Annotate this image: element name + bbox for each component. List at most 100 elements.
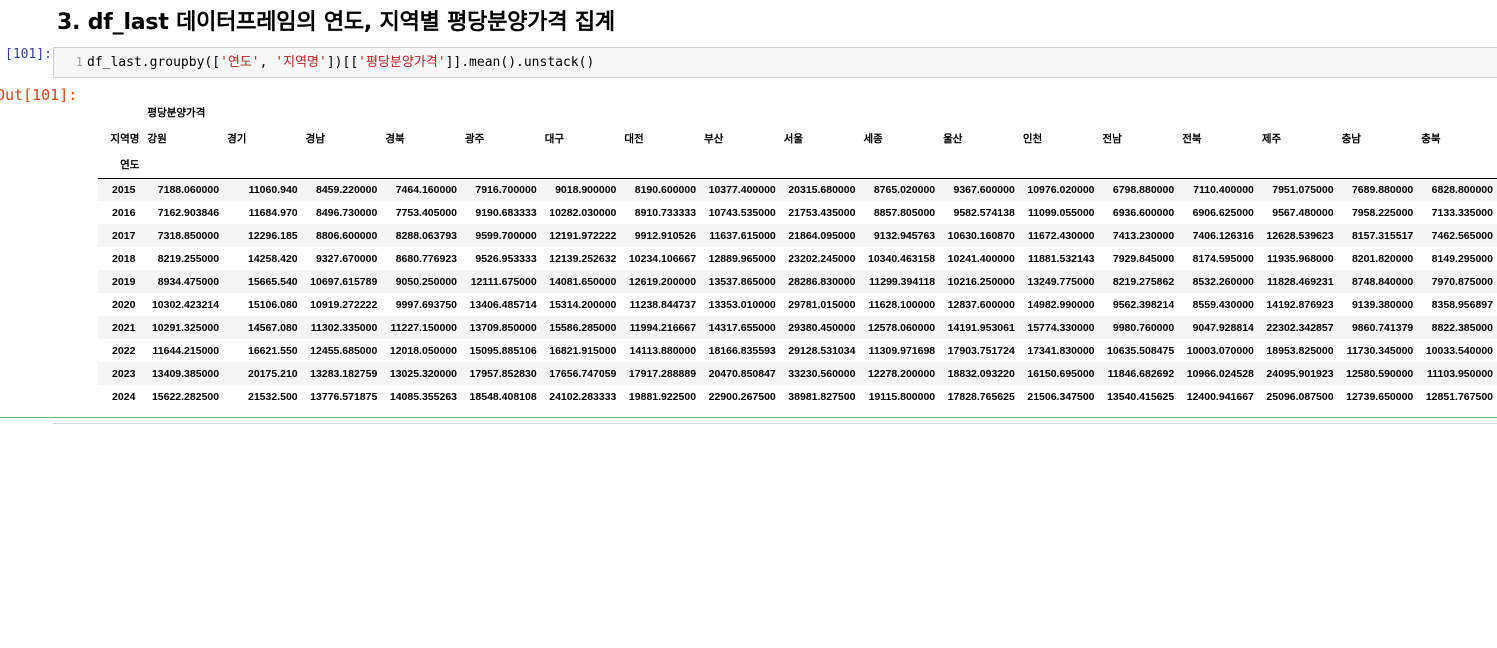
table-cell: 11103.950000 xyxy=(1427,367,1493,380)
table-cell: 8149.295000 xyxy=(1431,252,1493,265)
column-header: 서울 xyxy=(783,133,804,145)
table-cell: 12578.060000 xyxy=(867,321,936,334)
table-cell: 11302.335000 xyxy=(310,321,378,334)
table-cell: 14258.420 xyxy=(248,252,298,265)
top-level-column-header: 평당분양가격 xyxy=(147,106,206,119)
table-cell: 9582.574138 xyxy=(953,206,1015,219)
column-header-row: 지역명 강원 경기 경남 경북 광주 대구 대전 부산 서울 세종 울산 인천 전남 전북 제주 충남 충북 xyxy=(98,125,1497,152)
table-cell: 10630.160870 xyxy=(947,229,1015,242)
table-cell: 14982.990000 xyxy=(1027,298,1095,311)
row-index: 2016 xyxy=(112,206,136,219)
table-cell: 9018.900000 xyxy=(555,183,617,196)
table-cell: 15095.885106 xyxy=(469,344,537,357)
table-cell: 14567.080 xyxy=(248,321,298,334)
table-cell: 8174.595000 xyxy=(1192,252,1254,265)
table-cell: 11238.844737 xyxy=(629,298,697,311)
dataframe-body: 2015 7188.060000 11060.940 8459.220000 7464.… xyxy=(98,178,1497,408)
table-cell: 21753.435000 xyxy=(788,206,856,219)
table-cell: 20470.850847 xyxy=(708,367,776,380)
table-cell: 8459.220000 xyxy=(316,183,378,196)
table-cell: 17656.747059 xyxy=(549,367,617,380)
code-cell[interactable]: 1 df_last.groupby(['연도', '지역명'])[['평당분양가… xyxy=(53,47,1497,78)
table-cell: 18953.825000 xyxy=(1266,344,1334,357)
table-cell: 24102.283333 xyxy=(549,390,617,403)
table-cell: 6906.625000 xyxy=(1192,206,1254,219)
table-cell: 18166.835593 xyxy=(708,344,776,357)
table-cell: 12278.200000 xyxy=(867,367,936,380)
table-cell: 8559.430000 xyxy=(1192,298,1254,311)
table-cell: 8532.260000 xyxy=(1192,275,1254,288)
top-level-header-row: 평당분양가격 xyxy=(98,99,1497,125)
table-cell: 15586.285000 xyxy=(549,321,617,334)
table-cell: 6828.800000 xyxy=(1431,183,1493,196)
table-cell: 13409.385000 xyxy=(151,367,220,380)
table-cell: 11644.215000 xyxy=(152,344,220,357)
table-cell: 9190.683333 xyxy=(475,206,537,219)
table-cell: 7318.850000 xyxy=(157,229,220,242)
table-cell: 17341.830000 xyxy=(1027,344,1095,357)
input-prompt: In [101]: xyxy=(0,47,52,62)
table-row: 2023 13409.385000 20175.210 13283.182759 130… xyxy=(98,362,1497,385)
table-cell: 11309.971698 xyxy=(868,344,936,357)
table-cell: 9327.670000 xyxy=(316,252,378,265)
code-editor[interactable]: df_last.groupby(['연도', '지역명'])[['평당분양가격'… xyxy=(87,55,595,70)
table-cell: 11060.940 xyxy=(248,183,298,196)
table-cell: 11935.968000 xyxy=(1267,252,1334,265)
column-header: 부산 xyxy=(704,133,724,145)
column-header: 충북 xyxy=(1421,133,1441,145)
table-cell: 11227.150000 xyxy=(390,321,458,334)
table-cell: 17903.751724 xyxy=(947,344,1015,357)
table-cell: 14085.355263 xyxy=(389,390,458,403)
table-cell: 7970.875000 xyxy=(1431,275,1493,288)
table-cell: 15665.540 xyxy=(248,275,298,288)
column-header: 세종 xyxy=(863,133,883,145)
table-cell: 8934.475000 xyxy=(157,275,220,288)
table-cell: 6936.600000 xyxy=(1112,206,1175,219)
cell-separator xyxy=(0,417,1497,418)
table-cell: 12400.941667 xyxy=(1186,390,1254,403)
line-number: 1 xyxy=(75,55,83,69)
table-cell: 12889.965000 xyxy=(708,252,776,265)
table-cell: 8496.730000 xyxy=(316,206,378,219)
table-cell: 13283.182759 xyxy=(310,367,378,380)
table-cell: 10919.272222 xyxy=(310,298,378,311)
table-cell: 7133.335000 xyxy=(1431,206,1493,219)
table-cell: 7188.060000 xyxy=(157,183,220,196)
table-cell: 19115.800000 xyxy=(868,390,936,403)
table-cell: 11881.532143 xyxy=(1027,252,1095,265)
table-cell: 33230.560000 xyxy=(788,367,856,380)
table-cell: 29380.450000 xyxy=(788,321,856,334)
table-cell: 7462.565000 xyxy=(1431,229,1493,242)
table-cell: 16621.550 xyxy=(248,344,298,357)
table-cell: 11846.682692 xyxy=(1107,367,1175,380)
table-cell: 15622.282500 xyxy=(151,390,220,403)
table-cell: 12628.539623 xyxy=(1266,229,1334,242)
table-cell: 23202.245000 xyxy=(788,252,856,265)
table-cell: 8806.600000 xyxy=(316,229,378,242)
table-row: 2021 10291.325000 14567.080 11302.335000 112… xyxy=(98,316,1497,339)
table-cell: 16821.915000 xyxy=(549,344,617,357)
table-cell: 8358.956897 xyxy=(1431,298,1493,311)
table-cell: 15106.080 xyxy=(248,298,298,311)
column-header: 강원 xyxy=(147,133,167,145)
row-index: 2017 xyxy=(112,229,136,242)
table-cell: 10003.070000 xyxy=(1186,344,1254,357)
table-cell: 10743.535000 xyxy=(708,206,776,219)
dataframe-output: 평당분양가격 지역명 강원 경기 경남 경북 광주 대구 대전 부산 서울 세종 울산 인천 전남 전북 제… xyxy=(98,99,1497,408)
table-cell: 9562.398214 xyxy=(1112,298,1175,311)
table-cell: 11672.430000 xyxy=(1027,229,1095,242)
column-header: 경북 xyxy=(385,133,405,145)
table-row: 2018 8219.255000 14258.420 9327.670000 8680.… xyxy=(98,247,1497,270)
table-cell: 11828.469231 xyxy=(1267,275,1334,288)
table-cell: 8765.020000 xyxy=(873,183,936,196)
columns-name: 지역명 xyxy=(110,133,140,145)
table-cell: 10234.106667 xyxy=(628,252,697,265)
row-index: 2018 xyxy=(112,252,136,265)
table-cell: 14317.655000 xyxy=(708,321,776,334)
table-row: 2015 7188.060000 11060.940 8459.220000 7464.… xyxy=(98,178,1497,201)
markdown-heading: 3. df_last 데이터프레임의 연도, 지역별 평당분양가격 집계 xyxy=(57,10,615,35)
table-cell: 10282.030000 xyxy=(549,206,617,219)
column-header: 경기 xyxy=(227,133,247,145)
table-cell: 12191.972222 xyxy=(549,229,617,242)
table-cell: 9050.250000 xyxy=(395,275,458,288)
